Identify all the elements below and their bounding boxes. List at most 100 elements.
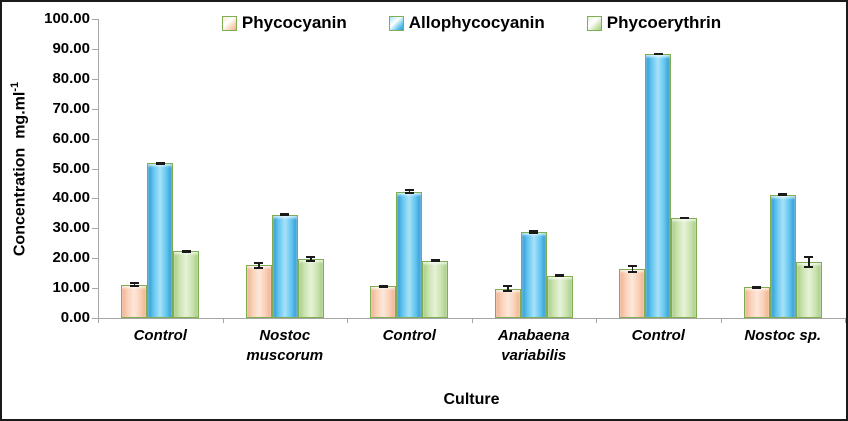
error-bar-allophycocyanin [280,213,290,217]
y-axis-tick-mark [92,168,98,170]
error-bar-cap-bottom [155,162,165,165]
y-axis-tick-label: 10.00 [52,279,90,297]
error-bar-cap-bottom [804,266,814,269]
y-axis-tick-label: 40.00 [52,189,90,207]
error-bar-phycoerythrin [430,259,440,262]
error-bar-cap-bottom [129,285,139,288]
x-axis-tick-mark [98,318,99,323]
error-bar-allophycocyanin [404,189,414,194]
error-bar-cap-bottom [503,290,513,293]
y-axis-tick-label: 60.00 [52,129,90,147]
y-axis-tick-label: 20.00 [52,249,90,267]
bar-allophycocyanin [769,194,796,318]
error-bar-line [507,285,509,293]
bar-phycoerythrin [671,218,698,318]
error-bar-cap-bottom [653,53,663,56]
y-axis-tick-mark [92,108,98,110]
bar-phycocyanin [370,286,397,318]
y-axis-tick-mark [92,48,98,50]
y-axis-tick-mark [92,258,98,260]
bar-phycoerythrin [173,251,200,318]
error-bar-phycoerythrin [804,256,814,269]
legend-label: Phycoerythrin [606,13,722,32]
y-axis-tick-label: 70.00 [52,99,90,117]
y-axis-tick-label: 90.00 [52,39,90,57]
error-bar-phycoerythrin [679,216,689,220]
error-bar-phycocyanin [129,282,139,288]
error-bar-cap-bottom [627,270,637,273]
bar-phycocyanin [245,265,272,318]
x-axis-tick-mark [596,318,597,323]
error-bar-cap-top [529,230,539,233]
category-label: Control [133,327,187,344]
x-axis-tick-mark [720,318,722,323]
y-axis-tick-label: 30.00 [52,219,90,237]
error-bar-phycoerythrin [555,274,565,278]
legend-label: Phycocyanin [241,13,347,32]
error-bar-allophycocyanin [778,193,788,196]
bar-phycocyanin [619,268,646,318]
error-bar-cap-bottom [378,285,388,288]
bar-allophycocyanin [271,214,298,318]
bar-phycoerythrin [297,259,324,318]
error-bar-line [258,261,260,269]
chart-legend: Phycocyanin Allophycocyanin Phycoerythrin [98,10,845,36]
legend-marker-allophycocyanin-icon [388,15,404,31]
category-label: Control [382,327,436,344]
error-bar-line [631,265,633,273]
legend-label: Allophycocyanin [408,13,545,32]
y-axis-tick-mark [92,19,98,20]
error-bar-line [808,256,810,269]
error-bar-phycocyanin [378,284,388,288]
error-bar-cap-top [254,261,264,264]
legend-item-allophycocyanin: Allophycocyanin [388,13,545,33]
bar-allophycocyanin [147,163,174,318]
error-bar-cap-top [804,256,814,259]
error-bar-cap-top [181,249,191,252]
error-bar-cap-top [404,189,414,192]
error-bar-phycoerythrin [181,249,191,254]
y-axis-tick-label: 0.00 [60,309,90,326]
error-bar-cap-bottom [555,275,565,278]
error-bar-cap-bottom [529,231,539,234]
legend-item-phycoerythrin: Phycoerythrin [586,13,722,33]
error-bar-cap-bottom [752,286,762,289]
y-axis-tick-mark [92,138,98,140]
error-bar-cap-bottom [306,260,316,263]
x-axis-tick-mark [222,318,224,323]
x-axis-title: Culture [443,391,500,408]
error-bar-cap-bottom [181,251,191,254]
error-bar-cap-bottom [280,214,290,217]
y-axis-tick-label: 100.00 [44,10,90,27]
error-bar-cap-bottom [430,259,440,262]
category-label: Control [631,327,685,344]
y-axis-tick-mark [92,228,98,230]
bar-allophycocyanin [520,232,547,318]
error-bar-line [408,189,410,194]
bar-phycocyanin [121,284,148,318]
y-axis-tick-mark [92,198,98,200]
category-label: Anabaena variabilis [497,327,570,364]
error-bar-cap-top [503,285,513,288]
error-bar-allophycocyanin [155,161,165,165]
error-bar-line [310,256,312,263]
legend-item-phycocyanin: Phycocyanin [221,13,347,33]
category-label: Nostoc muscorum [246,327,324,364]
legend-marker-phycoerythrin-icon [586,15,602,31]
error-bar-cap-bottom [679,217,689,220]
y-axis-tick-label: 50.00 [52,159,90,177]
error-bar-phycocyanin [752,285,762,289]
legend-marker-phycocyanin-icon [221,15,237,31]
error-bar-allophycocyanin [529,230,539,234]
y-axis-line [98,19,99,318]
y-axis-tick-label: 80.00 [52,69,90,87]
category-label: Nostoc sp. [744,327,822,344]
bar-phycocyanin [743,287,770,318]
error-bar-line [133,282,135,288]
error-bar-phycoerythrin [306,256,316,263]
y-axis-tick-mark [92,318,98,319]
x-axis-tick-mark [845,318,846,323]
error-bar-phycocyanin [627,265,637,273]
bar-allophycocyanin [645,53,672,318]
